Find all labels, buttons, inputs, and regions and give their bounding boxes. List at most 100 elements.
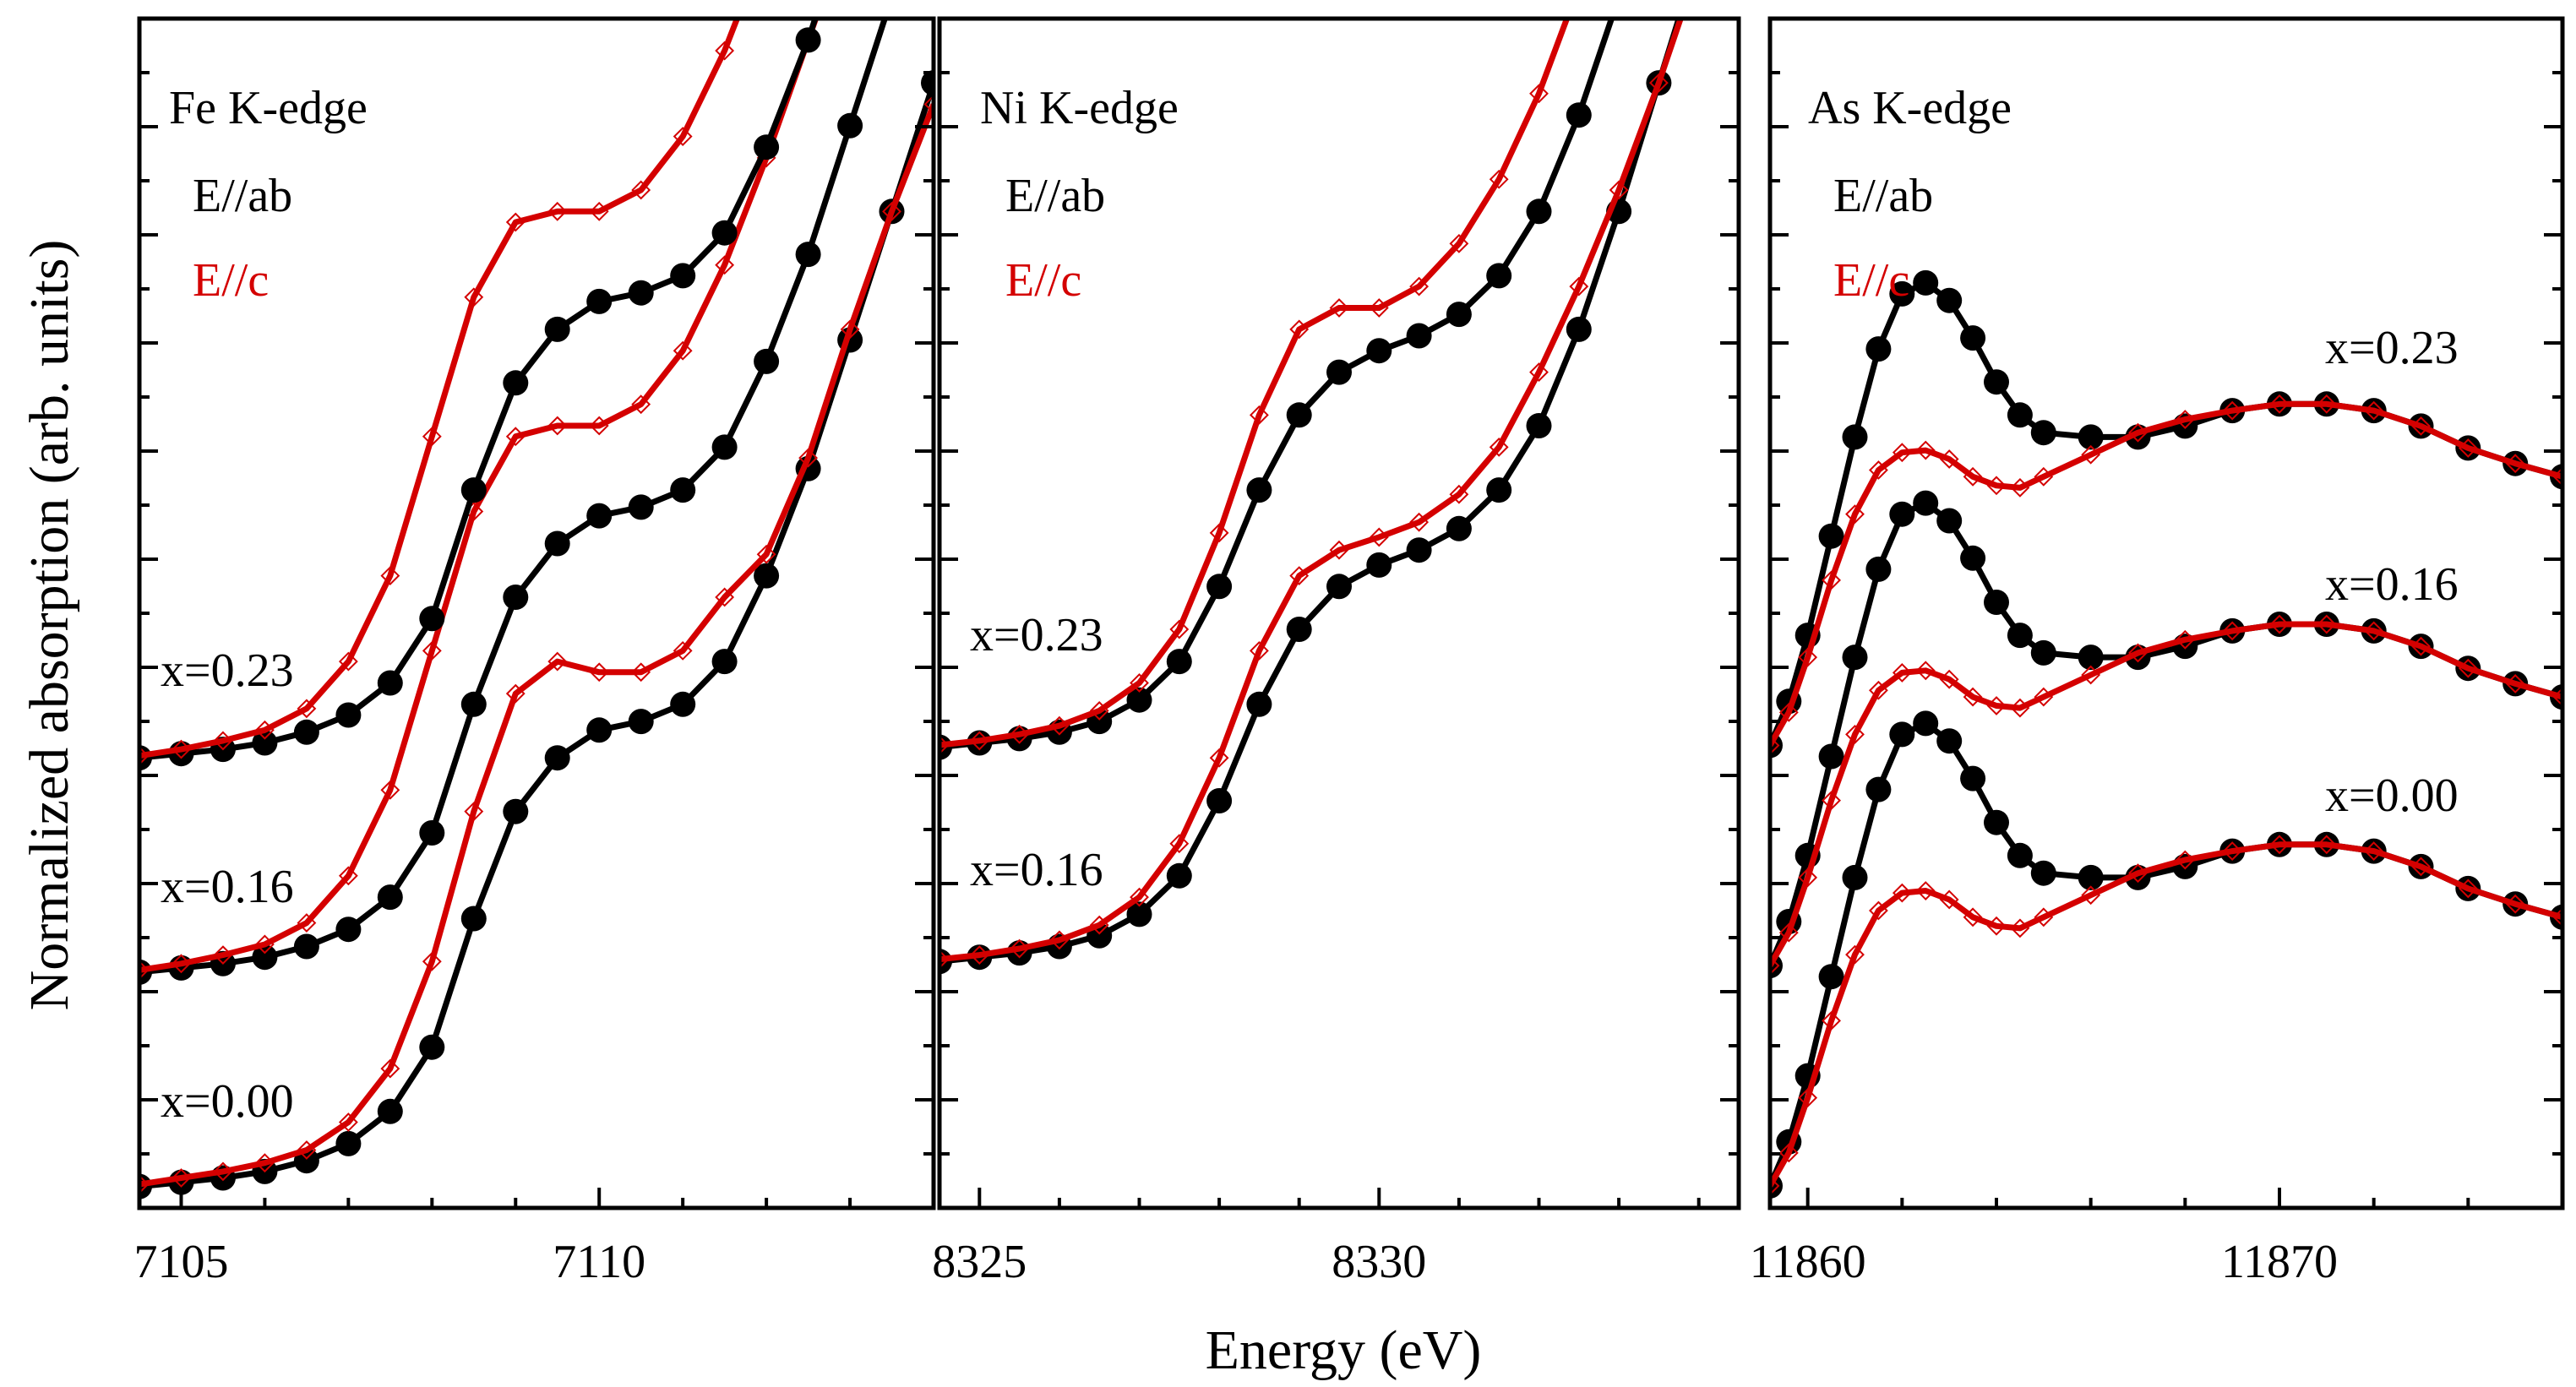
as-legend-ab: E//ab — [1833, 170, 1933, 222]
as-point-2-2-6 — [1889, 501, 1915, 527]
y-axis-label: Normalized absorption (arb. units) — [19, 240, 80, 1011]
as-plot-area — [1767, 16, 2565, 1210]
fe-series-line-0-2 — [139, 19, 888, 976]
fe-point-0-3-7 — [422, 640, 442, 661]
fe-point-0-1-9 — [505, 683, 526, 704]
as-point-2-1-3 — [1822, 1010, 1841, 1031]
as-point-2-2-3 — [1818, 743, 1844, 770]
fe-point-0-5-5 — [338, 651, 358, 672]
ni-point-1-0-11 — [1366, 552, 1392, 578]
fe-xtick-label-7105: 7105 — [133, 1236, 228, 1288]
fe-point-0-1-4 — [297, 1140, 317, 1160]
ni-point-1-0-16 — [1566, 316, 1592, 342]
fe-point-0-0-15 — [754, 563, 780, 589]
ni-point-1-3-4 — [1089, 701, 1109, 721]
as-point-2-1-1 — [1778, 1143, 1799, 1163]
ni-point-1-2-7 — [1206, 574, 1233, 600]
as-point-2-0-10 — [1984, 809, 2009, 835]
ni-point-1-0-12 — [1406, 537, 1432, 563]
as-xtick-label-11870: 11870 — [2221, 1236, 2338, 1288]
fe-point-0-0-8 — [460, 906, 487, 932]
fe-point-0-5-3 — [255, 720, 275, 740]
ni-point-1-3-9 — [1289, 319, 1310, 340]
fe-annotation-x000: x=0.00 — [161, 1075, 294, 1128]
fe-point-0-3-0 — [139, 960, 150, 980]
as-point-2-4-6 — [1889, 280, 1915, 307]
as-point-2-5-3 — [1822, 570, 1841, 590]
fe-point-0-1-17 — [840, 319, 860, 340]
fe-point-0-5-6 — [380, 566, 400, 586]
ni-title: Ni K-edge — [980, 82, 1179, 134]
as-point-2-0-9 — [1960, 765, 1986, 791]
ni-point-1-2-12 — [1406, 323, 1432, 349]
as-point-2-1-0 — [1770, 1176, 1780, 1196]
as-point-2-1-23 — [2552, 907, 2562, 927]
as-point-2-3-22 — [2505, 674, 2525, 694]
as-xtick-label-11860: 11860 — [1750, 1236, 1866, 1288]
ni-point-1-2-13 — [1446, 302, 1472, 328]
fe-point-0-4-7 — [419, 606, 445, 632]
fe-point-0-1-0 — [139, 1174, 150, 1194]
ni-point-1-1-11 — [1369, 527, 1389, 547]
fe-point-0-1-5 — [338, 1112, 358, 1132]
ni-point-1-2-9 — [1286, 402, 1312, 428]
ni-point-1-0-5 — [1126, 901, 1152, 927]
fe-point-0-1-8 — [464, 802, 484, 822]
as-point-2-0-13 — [2078, 864, 2104, 890]
as-point-2-5-18 — [2317, 394, 2337, 414]
fe-point-0-4-8 — [460, 477, 487, 503]
fe-point-0-0-10 — [544, 745, 570, 771]
as-point-2-5-7 — [1915, 440, 1936, 460]
as-point-2-2-5 — [1865, 556, 1892, 582]
as-point-2-3-11 — [2010, 698, 2030, 718]
as-point-2-2-10 — [1984, 590, 2009, 615]
ni-point-1-2-10 — [1326, 359, 1352, 385]
ni-legend-ab: E//ab — [1005, 170, 1105, 222]
fe-annotation-x023: x=0.23 — [161, 645, 294, 697]
fe-point-0-2-9 — [503, 585, 529, 610]
as-point-2-1-22 — [2505, 894, 2525, 914]
fe-point-0-3-14 — [715, 255, 735, 275]
as-point-2-4-8 — [1936, 287, 1963, 313]
fe-point-0-3-4 — [297, 913, 317, 933]
as-point-2-5-0 — [1770, 736, 1780, 755]
fe-point-0-0-11 — [586, 717, 613, 743]
ni-xtick-label-8325: 8325 — [932, 1236, 1027, 1288]
ni-point-1-1-10 — [1329, 540, 1349, 560]
fe-point-0-0-14 — [711, 649, 738, 675]
ni-annotation-x023: x=0.23 — [970, 609, 1103, 661]
fe-point-0-4-5 — [335, 702, 362, 728]
fe-point-0-0-9 — [503, 798, 529, 824]
fe-point-0-1-18 — [882, 201, 901, 221]
as-point-2-3-21 — [2458, 658, 2478, 678]
fe-xtick-label-7110: 7110 — [553, 1236, 645, 1288]
ni-point-1-0-8 — [1246, 691, 1272, 717]
ni-point-1-1-16 — [1569, 276, 1589, 296]
as-point-2-0-7 — [1913, 710, 1939, 737]
fe-point-0-3-10 — [547, 416, 568, 436]
as-point-2-3-2 — [1798, 868, 1818, 888]
as-point-2-5-23 — [2552, 466, 2562, 487]
ni-point-1-1-8 — [1249, 640, 1269, 661]
as-point-2-5-10 — [1986, 476, 2007, 496]
as-point-2-5-2 — [1798, 647, 1818, 667]
fe-point-0-4-14 — [711, 220, 738, 246]
fe-plot-area — [137, 16, 936, 1210]
fe-point-0-4-10 — [544, 316, 570, 342]
ni-point-1-1-2 — [1010, 938, 1030, 959]
ni-legend-c: E//c — [1005, 254, 1081, 307]
fe-title: Fe K-edge — [169, 82, 368, 134]
panel-as-k-edge: As K-edge E//ab E//c x=0.23 x=0.16 x=0.0… — [1750, 16, 2565, 1288]
as-point-2-1-19 — [2364, 841, 2384, 862]
as-point-2-1-15 — [2175, 850, 2195, 870]
fe-point-0-5-9 — [505, 212, 526, 232]
ni-point-1-1-3 — [1049, 930, 1070, 950]
fe-point-0-4-6 — [377, 670, 403, 696]
as-point-2-3-7 — [1915, 661, 1936, 681]
as-point-2-1-21 — [2458, 878, 2478, 899]
as-point-2-5-13 — [2081, 444, 2101, 465]
ni-point-1-0-10 — [1326, 574, 1352, 600]
as-point-2-5-11 — [2010, 477, 2030, 498]
as-point-2-0-11 — [2007, 842, 2033, 868]
as-point-2-3-8 — [1939, 669, 1959, 689]
